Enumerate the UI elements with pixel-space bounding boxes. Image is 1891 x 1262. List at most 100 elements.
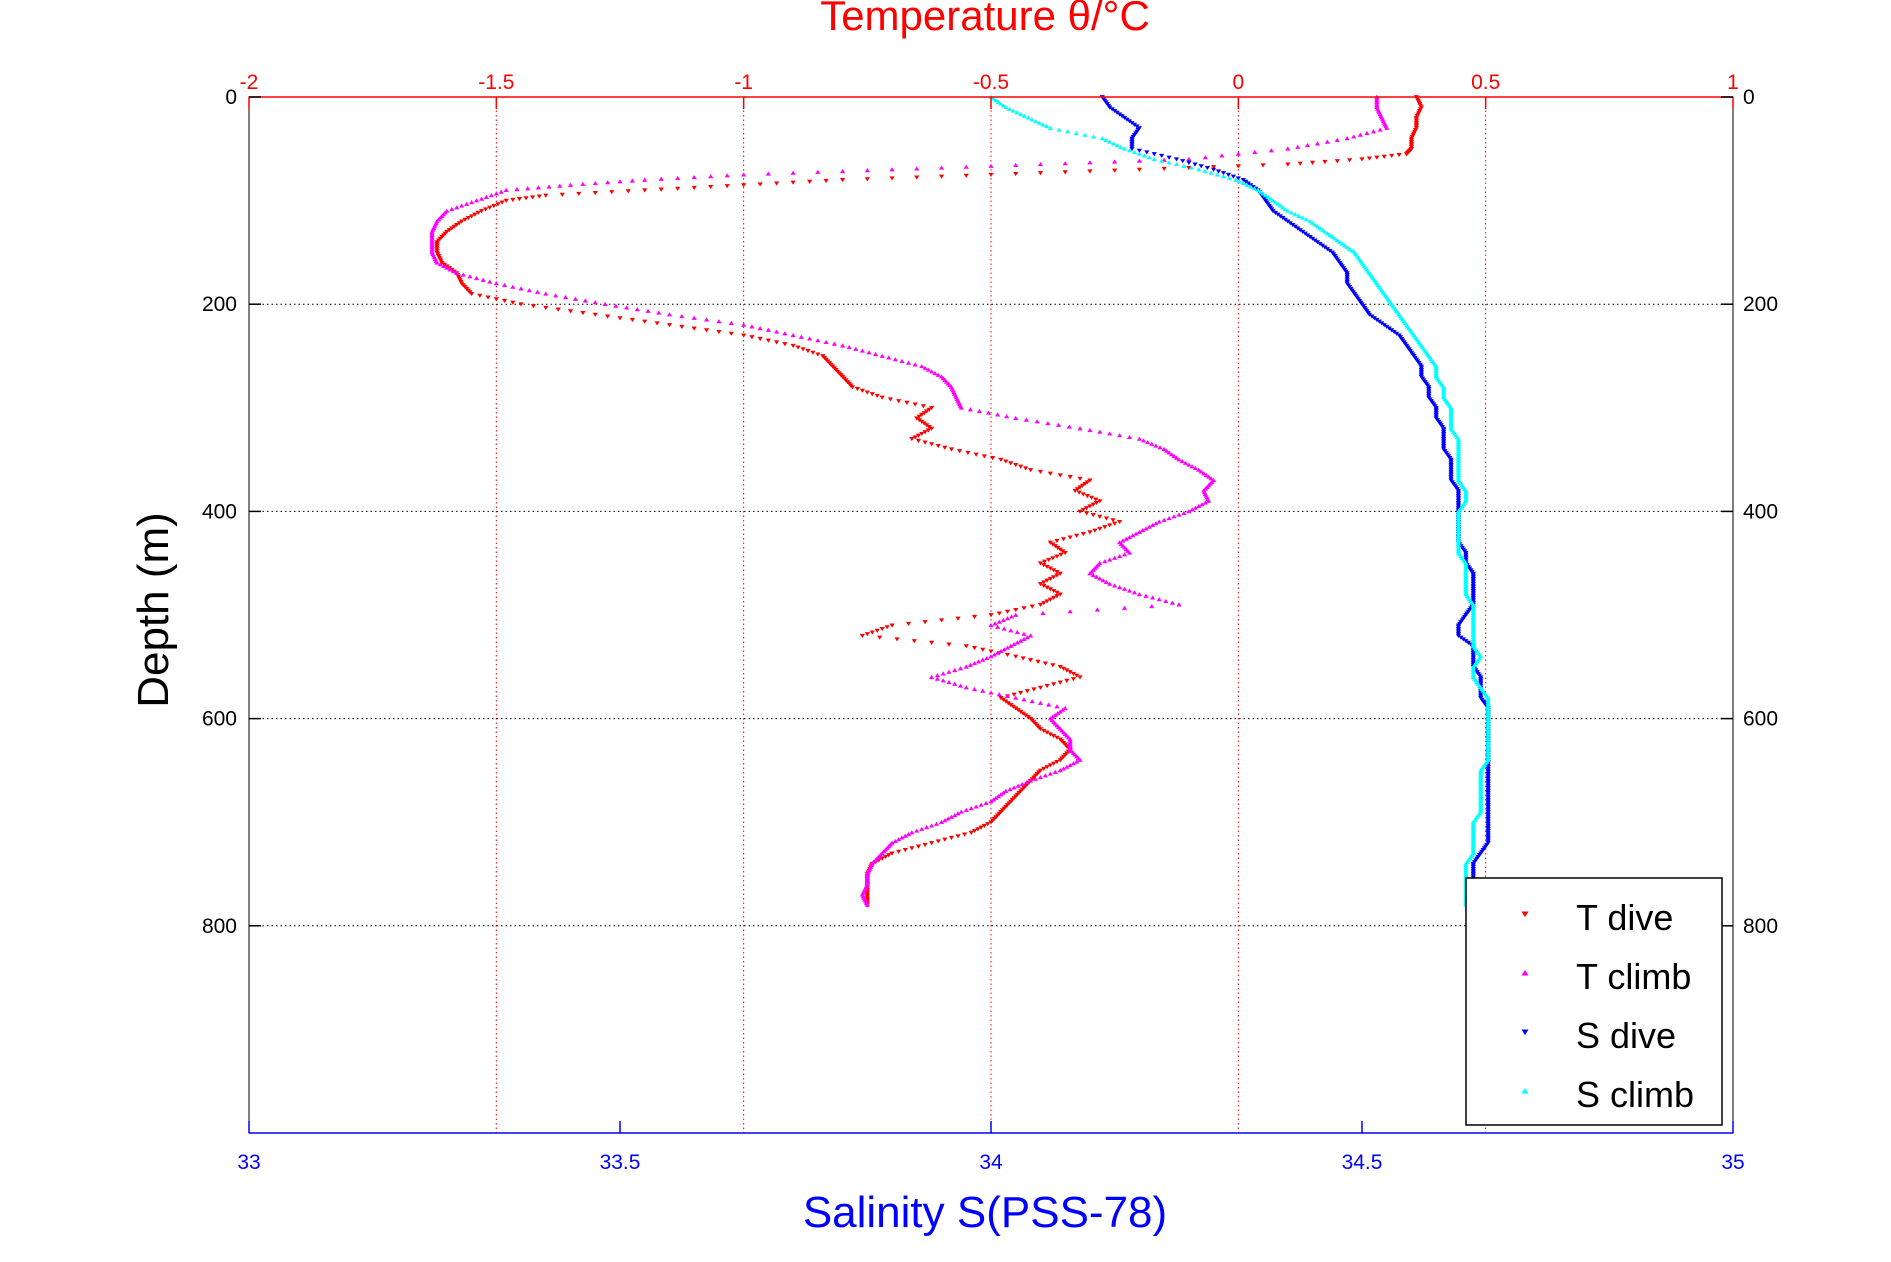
data-point — [518, 302, 524, 307]
data-point — [1126, 588, 1133, 593]
data-point — [892, 357, 898, 362]
data-point — [1189, 507, 1195, 512]
data-point — [1296, 213, 1302, 218]
data-point — [1182, 460, 1189, 465]
data-point — [909, 437, 915, 442]
data-point — [1057, 473, 1063, 478]
data-point — [1327, 248, 1333, 254]
data-point — [1064, 764, 1070, 769]
data-point — [909, 846, 915, 851]
data-point — [1013, 654, 1019, 659]
data-point — [1047, 125, 1053, 130]
data-point — [971, 661, 978, 666]
data-point — [454, 205, 460, 210]
data-point — [1255, 187, 1261, 193]
data-point — [1282, 217, 1288, 222]
data-point — [1014, 640, 1020, 645]
data-point — [1110, 518, 1116, 523]
data-point — [1010, 108, 1016, 113]
data-point — [919, 419, 925, 424]
data-point — [1056, 422, 1062, 427]
data-point — [1097, 514, 1103, 519]
data-point — [450, 269, 457, 274]
data-point — [995, 793, 1002, 799]
data-point — [1057, 664, 1063, 670]
data-point — [800, 347, 806, 352]
data-point — [691, 326, 697, 331]
temperature-tick-label: -2 — [240, 71, 259, 94]
data-point — [1267, 196, 1274, 201]
data-point — [1084, 511, 1090, 516]
data-point — [994, 624, 1001, 629]
data-point — [1302, 231, 1308, 236]
data-point — [1074, 487, 1081, 492]
data-point — [437, 262, 443, 267]
data-point — [1458, 635, 1464, 640]
depth-tick-label-right: 0 — [1743, 86, 1755, 109]
data-point — [1220, 174, 1227, 179]
data-point — [1027, 658, 1034, 663]
data-point — [1062, 705, 1068, 711]
data-point — [1202, 500, 1208, 505]
data-point — [741, 322, 747, 327]
data-point — [978, 802, 984, 807]
salinity-tick-label: 33 — [237, 1151, 260, 1174]
data-point — [1042, 661, 1049, 666]
data-point — [553, 293, 559, 298]
data-point — [929, 442, 935, 447]
data-point — [1073, 130, 1079, 136]
data-point — [1199, 502, 1205, 507]
data-point — [1077, 426, 1083, 431]
data-point — [988, 623, 994, 628]
data-point — [998, 457, 1004, 462]
data-point — [990, 797, 997, 802]
data-point — [1112, 583, 1118, 588]
data-point — [886, 853, 892, 858]
data-point — [1272, 210, 1279, 216]
data-point — [1233, 177, 1239, 182]
data-point — [1192, 162, 1198, 167]
data-point — [1389, 328, 1395, 333]
legend-box — [1465, 877, 1723, 1126]
data-point — [1244, 182, 1250, 187]
data-point — [475, 210, 481, 216]
legend-entry: S climb — [1576, 1074, 1694, 1115]
data-point — [915, 438, 922, 443]
data-point — [493, 191, 499, 196]
data-point — [1164, 448, 1170, 453]
data-point — [642, 177, 648, 182]
data-point — [1314, 141, 1321, 146]
data-point — [1000, 617, 1006, 622]
data-point — [1013, 415, 1019, 420]
data-point — [874, 393, 880, 399]
data-point — [728, 320, 734, 326]
data-point — [716, 319, 722, 324]
data-point — [1090, 572, 1096, 578]
data-point — [955, 834, 961, 839]
data-point — [609, 190, 615, 195]
depth-tick-label-left: 600 — [202, 708, 237, 731]
data-point — [1235, 176, 1241, 181]
data-point — [675, 175, 681, 180]
data-point — [525, 186, 531, 191]
data-point — [1121, 586, 1128, 591]
data-point — [815, 338, 821, 343]
data-point — [1285, 208, 1291, 213]
data-point — [1005, 701, 1011, 706]
data-point — [879, 395, 885, 400]
data-point — [1220, 171, 1227, 176]
data-point — [464, 201, 470, 206]
data-point — [919, 431, 925, 437]
data-point — [929, 426, 935, 431]
data-point — [938, 165, 945, 170]
legend-entry: T climb — [1576, 956, 1691, 997]
data-point — [934, 676, 941, 681]
data-point — [1107, 431, 1113, 436]
data-point — [971, 645, 978, 651]
data-point — [1204, 165, 1211, 171]
data-point — [1211, 165, 1217, 170]
data-point — [1018, 111, 1024, 117]
data-point — [916, 414, 922, 419]
data-point — [1054, 573, 1060, 578]
data-point — [1117, 519, 1123, 525]
